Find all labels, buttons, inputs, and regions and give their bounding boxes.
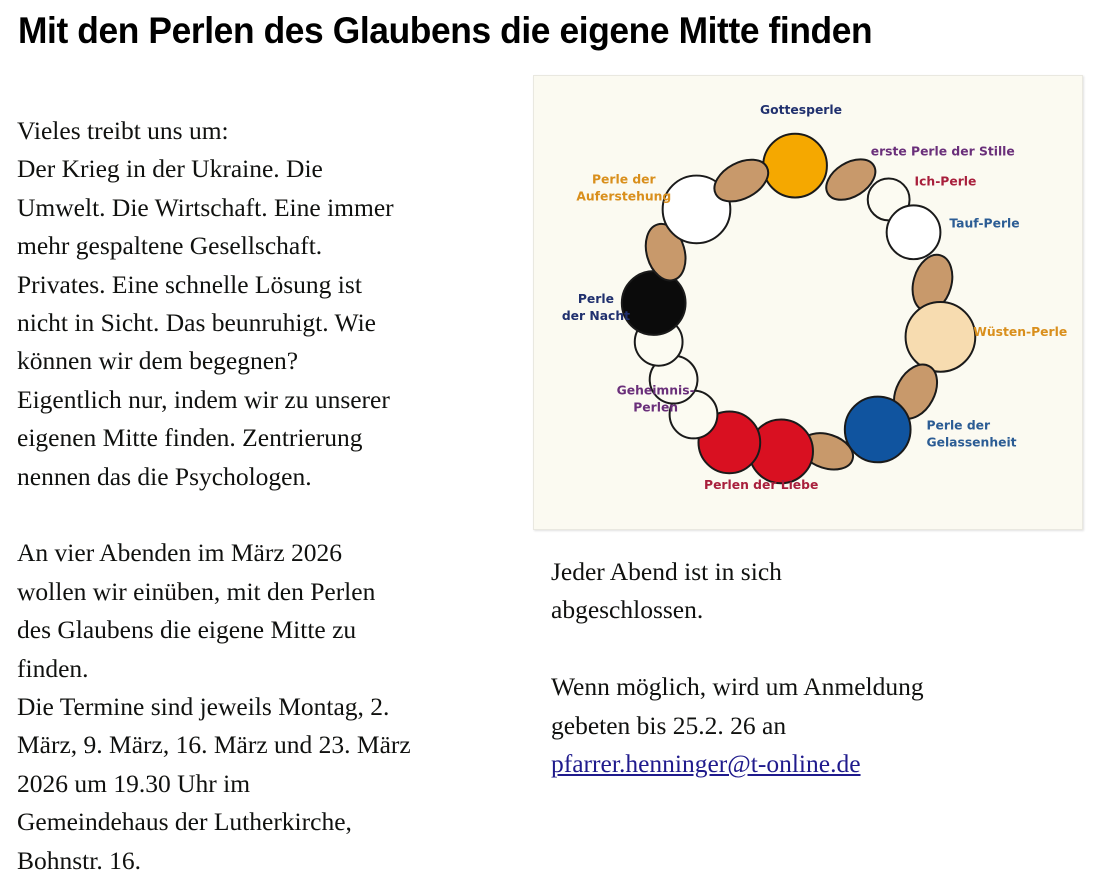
label-perle-der-nacht: Perle der Nacht <box>562 292 630 323</box>
text-line: März, 9. März, 16. März und 23. März <box>17 730 411 760</box>
label-tauf-perle: Tauf-Perle <box>949 216 1019 230</box>
label-line: Perlen <box>633 401 678 415</box>
text-line: Privates. Eine schnelle Lösung ist <box>17 269 362 299</box>
label-line: Gelassenheit <box>926 435 1016 449</box>
perlen-des-glaubens-image: Gottesperle erste Perle der Stille Ich-Per… <box>533 75 1083 530</box>
text-line: Vieles treibt uns um: <box>17 116 229 145</box>
label-geheimnis-perlen: Geheimnis- Perlen <box>617 384 695 415</box>
bead-labels: Gottesperle erste Perle der Stille Ich-Per… <box>562 103 1067 492</box>
right-paragraph-1: Jeder Abend ist in sich abgeschlossen. <box>551 553 1071 630</box>
text-line: gebeten bis 25.2. 26 an <box>551 710 787 740</box>
label-perlen-der-liebe: Perlen der Liebe <box>704 478 818 492</box>
label-ich-perle: Ich-Perle <box>915 175 977 189</box>
label-wuesten-perle: Wüsten-Perle <box>973 325 1067 339</box>
text-line: An vier Abenden im März 2026 <box>17 538 343 568</box>
bead-spacer-1 <box>825 158 877 201</box>
right-text-column: Jeder Abend ist in sich abgeschlossen. W… <box>551 553 1071 783</box>
right-paragraph-2: Wenn möglich, wird um Anmeldung gebeten … <box>551 668 1071 783</box>
text-line: finden. <box>17 653 89 683</box>
label-line: Perle der <box>592 173 657 187</box>
text-line: nicht in Sicht. Das beunruhigt. Wie <box>17 308 376 338</box>
email-link[interactable]: pfarrer.henninger@t-online.de <box>551 749 861 779</box>
paragraph-gap <box>17 496 527 534</box>
label-line: Gottesperle <box>760 103 842 117</box>
text-line: Wenn möglich, wird um Anmeldung <box>551 672 924 702</box>
page-root: Mit den Perlen des Glaubens die eigene M… <box>17 10 1083 875</box>
bead-wuesten-perle <box>904 301 977 373</box>
text-line: Die Termine sind jeweils Montag, 2. <box>17 692 390 722</box>
label-line: Ich-Perle <box>915 175 977 189</box>
label-perle-gelassenheit: Perle der Gelassenheit <box>926 418 1016 449</box>
label-line: Auferstehung <box>576 189 671 203</box>
text-line: Eigentlich nur, indem wir zu unserer <box>17 384 390 414</box>
label-line: der Nacht <box>562 309 630 323</box>
bead-spacer-5 <box>644 222 687 282</box>
bead-perle-der-gelassenheit <box>843 395 912 464</box>
bead-ich-perle <box>885 204 942 261</box>
text-line: mehr gespaltene Gesellschaft. <box>17 231 323 261</box>
bead-spacer-6 <box>713 158 770 203</box>
paragraph-gap <box>551 630 1071 668</box>
left-paragraph-2: An vier Abenden im März 2026 wollen wir … <box>17 534 527 880</box>
page-title: Mit den Perlen des Glaubens die eigene M… <box>18 10 873 51</box>
text-line: Gemeindehaus der Lutherkirche, <box>17 807 352 837</box>
label-perle-auferstehung: Perle der Auferstehung <box>576 173 671 204</box>
bead-ring <box>620 132 977 485</box>
rosary-diagram-svg: Gottesperle erste Perle der Stille Ich-Per… <box>534 76 1082 529</box>
left-text-column: Vieles treibt uns um: Der Krieg in der U… <box>17 112 527 880</box>
label-gottesperle: Gottesperle <box>760 103 842 117</box>
bead-gottesperle <box>762 132 828 199</box>
label-line: Perlen der Liebe <box>704 478 818 492</box>
text-line: wollen wir einüben, mit den Perlen <box>17 576 376 606</box>
text-line: abgeschlossen. <box>551 595 704 625</box>
text-line: des Glaubens die eigene Mitte zu <box>17 615 357 645</box>
text-line: eigenen Mitte finden. Zentrierung <box>17 423 363 453</box>
text-line: 2026 um 19.30 Uhr im <box>17 768 251 798</box>
label-line: Tauf-Perle <box>949 216 1019 230</box>
label-line: erste Perle der Stille <box>871 145 1015 159</box>
label-line: Perle der <box>926 418 991 432</box>
text-line: Umwelt. Die Wirtschaft. Eine immer <box>17 192 394 222</box>
bead-perle-der-nacht <box>620 270 687 336</box>
bead-perle-der-auferstehung <box>661 174 732 245</box>
label-line: Perle <box>578 292 614 306</box>
text-line: können wir dem begegnen? <box>17 346 299 376</box>
text-line: Bohnstr. 16. <box>17 845 141 875</box>
left-paragraph-1: Vieles treibt uns um: Der Krieg in der U… <box>17 112 527 496</box>
label-line: Wüsten-Perle <box>973 325 1067 339</box>
text-line: Jeder Abend ist in sich <box>551 557 782 586</box>
text-line: Der Krieg in der Ukraine. Die <box>17 154 323 184</box>
label-erste-perle-stille: erste Perle der Stille <box>871 145 1015 159</box>
label-line: Geheimnis- <box>617 384 695 398</box>
text-line: nennen das die Psychologen. <box>17 461 312 491</box>
